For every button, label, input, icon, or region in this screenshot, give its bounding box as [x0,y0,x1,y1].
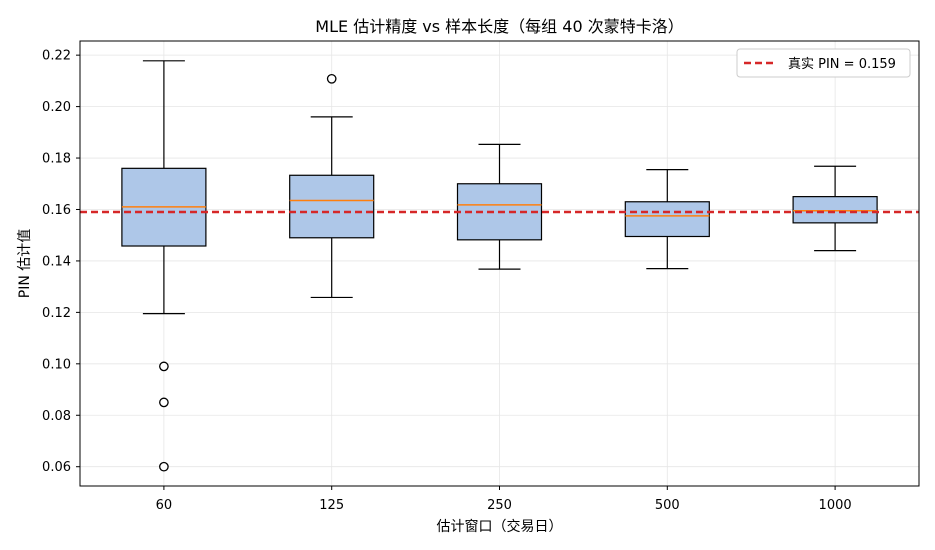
legend-frame [736,48,911,78]
box-group [456,143,543,270]
outlier-point [159,461,169,472]
y-tick-label: 0.22 [42,49,71,64]
box-iqr [792,196,878,224]
legend: 真实 PIN = 0.159 [736,48,911,78]
x-tick-label: 60 [156,498,173,513]
y-tick-label: 0.06 [42,460,71,475]
outlier-point [326,73,337,84]
y-tick-label: 0.16 [42,203,71,218]
box-group [792,165,878,252]
legend-label: 真实 PIN = 0.159 [788,57,896,72]
y-tick-label: 0.12 [42,306,71,321]
x-tick-label: 250 [487,498,512,513]
box-iqr [624,201,710,238]
chart-title: MLE 估计精度 vs 样本长度（每组 40 次蒙特卡洛） [315,17,683,36]
y-tick-label: 0.10 [42,357,71,372]
box-group [121,60,207,472]
y-tick-label: 0.18 [42,152,71,167]
box-iqr [289,174,375,239]
outlier-point [159,397,169,408]
ticks: 0.06 0.08 0.10 0.12 0.14 0.16 0.18 0.20 0.22 60 12… [42,49,852,513]
outlier-point [159,361,169,372]
y-tick-label: 0.08 [42,409,71,424]
boxes [121,60,878,472]
x-axis-label: 估计窗口（交易日） [437,518,563,535]
y-tick-label: 0.14 [42,254,71,269]
box-group [289,73,375,299]
box-group [624,169,710,270]
x-tick-label: 1000 [819,498,852,513]
x-tick-label: 500 [655,498,680,513]
y-tick-label: 0.20 [42,100,71,115]
y-axis-label: PIN 估计值 [17,229,33,299]
x-tick-label: 125 [319,498,344,513]
